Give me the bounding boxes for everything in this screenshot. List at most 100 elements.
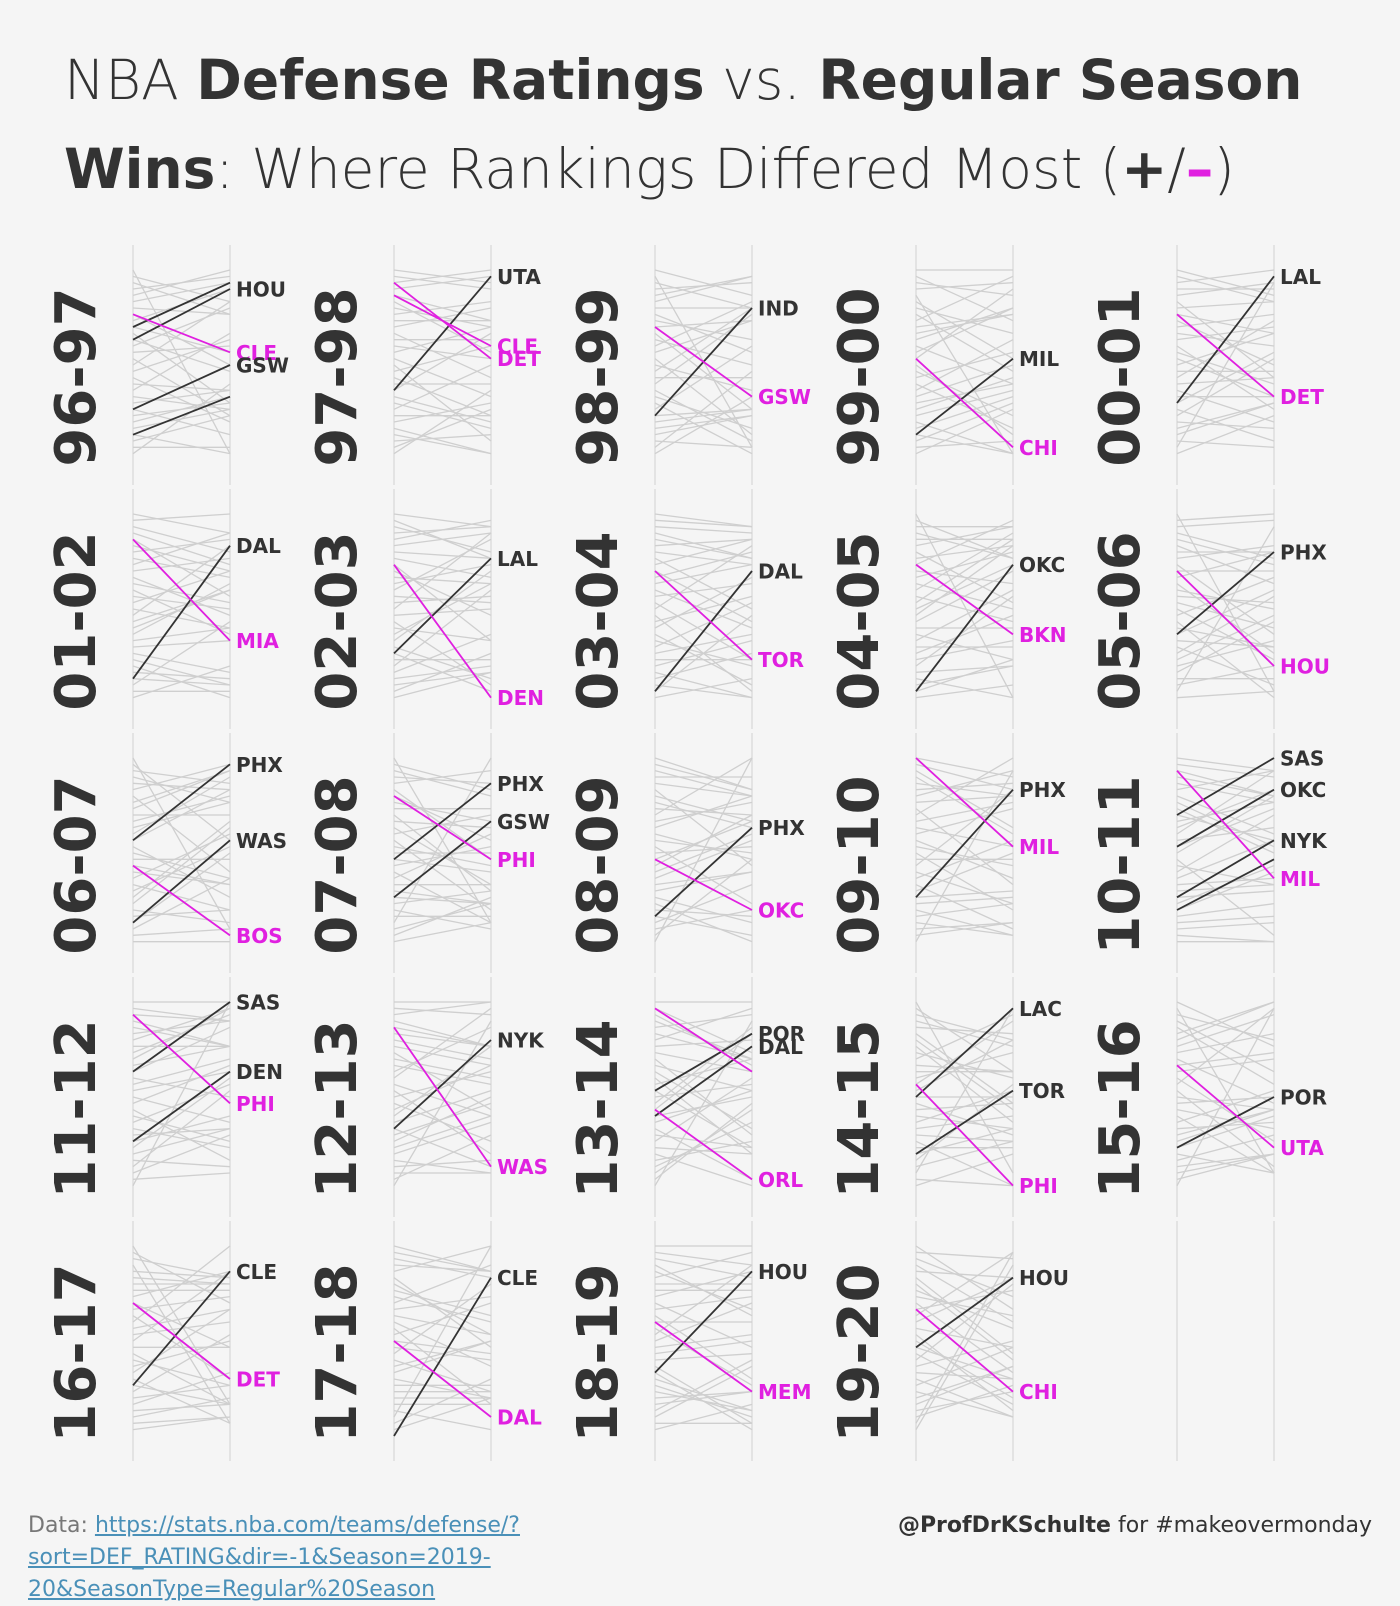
background-team-line bbox=[654, 1251, 753, 1266]
credit-handle[interactable]: @ProfDrKSchulte bbox=[897, 1513, 1111, 1538]
highlight-line bbox=[393, 795, 492, 861]
background-team-line bbox=[393, 434, 492, 455]
season-label: 12-13 bbox=[305, 1019, 370, 1198]
season-label: 01-02 bbox=[44, 531, 109, 710]
background-team-line bbox=[915, 1378, 1014, 1418]
team-label: PHI bbox=[497, 848, 536, 872]
background-team-line bbox=[1176, 690, 1275, 699]
credit-text: for #makeovermonday bbox=[1110, 1513, 1372, 1538]
highlight-line bbox=[132, 864, 231, 937]
background-team-line bbox=[915, 538, 1014, 604]
background-team-line bbox=[915, 757, 1014, 816]
team-label: BKN bbox=[1019, 623, 1066, 647]
background-team-line bbox=[132, 833, 231, 879]
background-team-line bbox=[132, 795, 231, 822]
background-team-line bbox=[393, 652, 492, 692]
season-panel: HOU CHI 19-20 bbox=[827, 1221, 1069, 1461]
background-team-line bbox=[1176, 808, 1275, 848]
background-team-line bbox=[1176, 1153, 1275, 1174]
background-team-line bbox=[132, 640, 231, 648]
background-team-line bbox=[132, 513, 231, 521]
background-team-line bbox=[393, 301, 492, 353]
background-team-line bbox=[393, 402, 492, 423]
background-team-line bbox=[132, 1058, 231, 1085]
background-team-line bbox=[915, 684, 1014, 699]
background-team-line bbox=[915, 1140, 1014, 1168]
season-label: 00-01 bbox=[1088, 287, 1153, 466]
background-team-line bbox=[393, 269, 492, 284]
team-label: GSW bbox=[236, 354, 289, 378]
background-team-line bbox=[393, 1245, 492, 1272]
background-team-line bbox=[1176, 640, 1275, 648]
background-team-line bbox=[132, 1245, 231, 1323]
highlight-line bbox=[1176, 839, 1275, 899]
season-panel: NYK WAS 12-13 bbox=[305, 977, 548, 1217]
season-panel: IND GSW 98-99 bbox=[566, 245, 811, 485]
highlight-line bbox=[132, 395, 231, 436]
background-team-line bbox=[1176, 1014, 1275, 1047]
background-team-line bbox=[393, 1020, 492, 1186]
background-team-line bbox=[132, 332, 231, 391]
highlight-line bbox=[1176, 275, 1275, 404]
background-team-line bbox=[1176, 665, 1275, 686]
team-label: DET bbox=[497, 347, 541, 371]
title-part: / bbox=[1167, 137, 1186, 201]
highlight-line bbox=[654, 1007, 753, 1073]
team-label: TOR bbox=[1019, 1079, 1065, 1103]
highlight-line bbox=[915, 357, 1014, 436]
background-team-line bbox=[915, 1008, 1014, 1174]
background-team-line bbox=[393, 1026, 492, 1073]
background-team-line bbox=[132, 583, 231, 635]
season-panel: OKC BKN 04-05 bbox=[827, 489, 1066, 729]
highlight-line bbox=[132, 364, 231, 411]
background-team-line bbox=[1176, 1109, 1275, 1142]
data-source-link[interactable]: https://stats.nba.com/teams/defense/?sor… bbox=[28, 1513, 520, 1602]
background-team-line bbox=[1176, 589, 1275, 635]
background-team-line bbox=[915, 659, 1014, 692]
background-team-line bbox=[393, 1327, 492, 1405]
background-team-line bbox=[393, 858, 492, 873]
background-team-line bbox=[654, 332, 753, 410]
background-team-line bbox=[915, 545, 1014, 559]
background-team-line bbox=[393, 519, 492, 540]
background-team-line bbox=[1176, 415, 1275, 455]
team-label: DAL bbox=[236, 534, 281, 558]
team-label: POR bbox=[758, 1022, 805, 1046]
background-team-line bbox=[915, 564, 1014, 610]
background-team-line bbox=[132, 389, 231, 404]
background-team-line bbox=[393, 564, 492, 642]
background-team-line bbox=[1176, 1153, 1275, 1168]
data-source-label: Data: bbox=[28, 1513, 95, 1538]
highlight-line bbox=[393, 1039, 492, 1130]
background-team-line bbox=[915, 294, 1014, 455]
background-team-line bbox=[654, 757, 753, 816]
background-team-line bbox=[132, 383, 231, 455]
background-team-line bbox=[132, 757, 231, 930]
background-team-line bbox=[654, 1033, 753, 1111]
background-team-line bbox=[393, 326, 492, 353]
background-team-line bbox=[132, 1128, 231, 1136]
background-team-line bbox=[132, 1128, 231, 1155]
highlight-line bbox=[132, 545, 231, 680]
background-team-line bbox=[654, 1014, 753, 1028]
background-team-line bbox=[654, 839, 753, 854]
background-team-line bbox=[1176, 1008, 1275, 1174]
background-team-line bbox=[132, 532, 231, 566]
highlight-line bbox=[1176, 1096, 1275, 1149]
background-team-line bbox=[654, 1403, 753, 1431]
background-team-line bbox=[393, 1378, 492, 1399]
background-team-line bbox=[393, 1159, 492, 1174]
background-team-line bbox=[915, 776, 1014, 835]
background-team-line bbox=[132, 1083, 231, 1123]
background-team-line bbox=[654, 538, 753, 559]
background-team-line bbox=[1176, 1058, 1275, 1073]
background-team-line bbox=[132, 1264, 231, 1424]
background-team-line bbox=[915, 890, 1014, 898]
background-team-line bbox=[393, 1315, 492, 1336]
background-team-line bbox=[915, 640, 1014, 661]
background-team-line bbox=[1176, 1077, 1275, 1142]
background-team-line bbox=[915, 595, 1014, 667]
background-team-line bbox=[132, 307, 231, 315]
background-team-line bbox=[393, 776, 492, 784]
background-team-line bbox=[132, 570, 231, 604]
